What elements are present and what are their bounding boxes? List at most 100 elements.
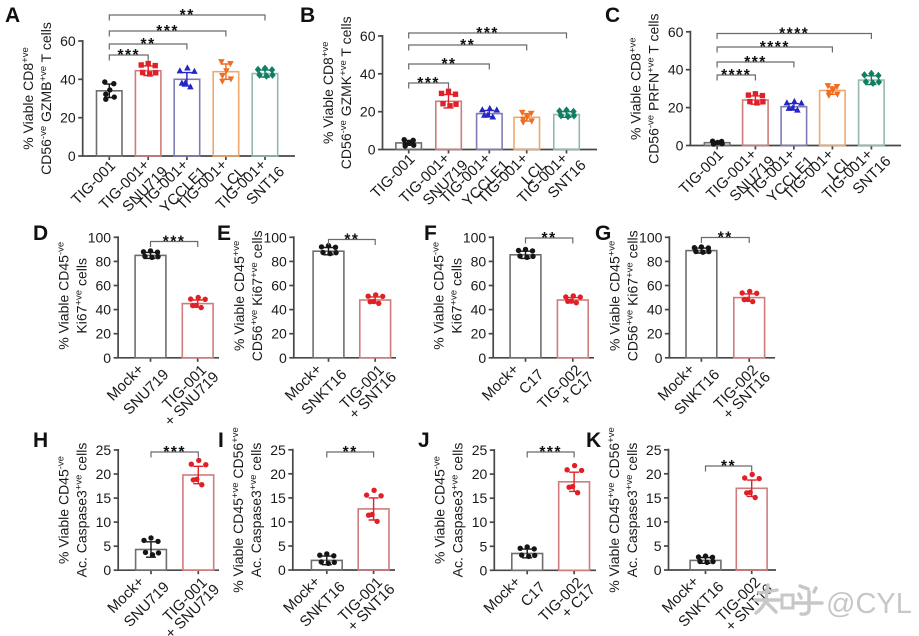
svg-text:60: 60 bbox=[668, 24, 684, 40]
svg-text:5: 5 bbox=[103, 538, 111, 554]
svg-text:CD56-ve PRFN+ve T cells: CD56-ve PRFN+ve T cells bbox=[646, 13, 662, 163]
svg-text:% Viable CD45+ve CD56+ve: % Viable CD45+ve CD56+ve bbox=[606, 427, 622, 593]
svg-text:***: *** bbox=[163, 234, 186, 251]
svg-text:% Viable CD8+ve: % Viable CD8+ve bbox=[628, 37, 644, 140]
svg-text:**: ** bbox=[721, 458, 736, 475]
svg-text:% Viable CD45+ve: % Viable CD45+ve bbox=[607, 241, 623, 351]
svg-text:40: 40 bbox=[60, 71, 76, 87]
svg-text:**: ** bbox=[180, 7, 195, 24]
svg-text:***: *** bbox=[117, 47, 140, 64]
svg-text:20: 20 bbox=[270, 466, 286, 482]
svg-text:10: 10 bbox=[270, 514, 286, 530]
svg-text:**: ** bbox=[343, 444, 358, 461]
svg-text:60: 60 bbox=[647, 278, 663, 294]
svg-text:0: 0 bbox=[103, 350, 111, 366]
svg-text:**: ** bbox=[542, 230, 557, 247]
svg-text:***: *** bbox=[476, 25, 499, 42]
svg-text:% Viable CD45-ve: % Viable CD45-ve bbox=[56, 456, 72, 564]
svg-text:40: 40 bbox=[96, 302, 112, 318]
svg-text:15: 15 bbox=[646, 490, 662, 506]
svg-text:% Viable CD8+ve: % Viable CD8+ve bbox=[20, 47, 36, 150]
svg-text:% Viable CD45+ve: % Viable CD45+ve bbox=[231, 241, 247, 351]
svg-text:A: A bbox=[5, 4, 20, 27]
svg-text:5: 5 bbox=[480, 538, 488, 554]
svg-text:CD56+ve Ki67+ve cells: CD56+ve Ki67+ve cells bbox=[249, 230, 265, 361]
svg-text:0: 0 bbox=[68, 148, 76, 164]
svg-text:40: 40 bbox=[647, 302, 663, 318]
svg-text:0: 0 bbox=[655, 350, 663, 366]
svg-text:25: 25 bbox=[472, 442, 488, 458]
svg-text:H: H bbox=[33, 429, 48, 452]
svg-text:K: K bbox=[586, 429, 601, 452]
svg-text:20: 20 bbox=[96, 466, 112, 482]
svg-text:15: 15 bbox=[270, 490, 286, 506]
svg-text:20: 20 bbox=[60, 110, 76, 126]
svg-text:****: **** bbox=[779, 26, 809, 43]
svg-text:**: ** bbox=[441, 56, 456, 73]
svg-text:20: 20 bbox=[96, 326, 112, 342]
svg-text:****: **** bbox=[721, 67, 751, 84]
svg-text:25: 25 bbox=[270, 442, 286, 458]
svg-text:CD56-ve GZMK+ve T cells: CD56-ve GZMK+ve T cells bbox=[338, 16, 354, 169]
svg-text:**: ** bbox=[141, 36, 156, 53]
svg-text:10: 10 bbox=[96, 514, 112, 530]
svg-text:CD56-ve GZMB+ve T cells: CD56-ve GZMB+ve T cells bbox=[38, 22, 54, 175]
svg-text:@CYL: @CYL bbox=[826, 588, 912, 620]
svg-text:**: ** bbox=[718, 230, 733, 247]
svg-text:****: **** bbox=[760, 39, 790, 56]
svg-text:Ac. Caspase3+ve cells: Ac. Caspase3+ve cells bbox=[248, 443, 264, 578]
svg-text:Ki67+ve cells: Ki67+ve cells bbox=[449, 258, 465, 334]
svg-text:Ac. Caspase3+ve cells: Ac. Caspase3+ve cells bbox=[450, 443, 466, 578]
svg-text:20: 20 bbox=[471, 326, 487, 342]
svg-text:F: F bbox=[424, 222, 437, 245]
svg-text:B: B bbox=[300, 4, 315, 27]
svg-text:G: G bbox=[595, 222, 611, 245]
svg-text:CD56+ve Ki67+ve cells: CD56+ve Ki67+ve cells bbox=[625, 230, 641, 361]
svg-text:E: E bbox=[217, 222, 231, 245]
svg-text:0: 0 bbox=[654, 562, 662, 578]
svg-text:0: 0 bbox=[480, 562, 488, 578]
svg-text:0: 0 bbox=[676, 138, 684, 154]
svg-text:60: 60 bbox=[96, 278, 112, 294]
svg-text:60: 60 bbox=[271, 278, 287, 294]
svg-text:C: C bbox=[605, 4, 620, 27]
svg-text:60: 60 bbox=[360, 28, 376, 44]
svg-text:40: 40 bbox=[271, 302, 287, 318]
svg-text:% Viable CD45-ve: % Viable CD45-ve bbox=[55, 242, 71, 350]
svg-text:***: *** bbox=[744, 54, 767, 71]
svg-text:80: 80 bbox=[647, 253, 663, 269]
svg-text:10: 10 bbox=[646, 514, 662, 530]
svg-text:Ac. Caspase3+ve cells: Ac. Caspase3+ve cells bbox=[624, 443, 640, 578]
svg-text:40: 40 bbox=[668, 62, 684, 78]
svg-text:J: J bbox=[418, 429, 430, 452]
svg-text:% Viable CD8+ve: % Viable CD8+ve bbox=[320, 42, 336, 145]
svg-text:***: *** bbox=[163, 444, 186, 461]
svg-text:15: 15 bbox=[472, 490, 488, 506]
svg-text:0: 0 bbox=[278, 562, 286, 578]
svg-text:**: ** bbox=[344, 232, 359, 249]
svg-text:10: 10 bbox=[472, 514, 488, 530]
svg-text:80: 80 bbox=[96, 253, 112, 269]
svg-text:40: 40 bbox=[360, 66, 376, 82]
svg-text:% Viable CD45-ve: % Viable CD45-ve bbox=[431, 242, 447, 350]
svg-text:5: 5 bbox=[278, 538, 286, 554]
svg-text:***: *** bbox=[417, 75, 440, 92]
svg-text:0: 0 bbox=[279, 350, 287, 366]
svg-text:100: 100 bbox=[263, 229, 287, 245]
svg-text:20: 20 bbox=[472, 466, 488, 482]
svg-text:0: 0 bbox=[478, 350, 486, 366]
svg-text:I: I bbox=[218, 429, 224, 452]
svg-text:80: 80 bbox=[471, 253, 487, 269]
svg-text:40: 40 bbox=[471, 302, 487, 318]
svg-text:20: 20 bbox=[668, 100, 684, 116]
svg-text:100: 100 bbox=[639, 229, 663, 245]
svg-text:% Viable CD45-ve: % Viable CD45-ve bbox=[432, 456, 448, 564]
svg-text:***: *** bbox=[539, 444, 562, 461]
svg-text:Ki67+ve cells: Ki67+ve cells bbox=[73, 258, 89, 334]
svg-text:0: 0 bbox=[103, 562, 111, 578]
svg-text:20: 20 bbox=[360, 104, 376, 120]
svg-text:20: 20 bbox=[646, 466, 662, 482]
svg-text:D: D bbox=[33, 222, 48, 245]
svg-text:80: 80 bbox=[271, 253, 287, 269]
svg-text:***: *** bbox=[156, 23, 179, 40]
